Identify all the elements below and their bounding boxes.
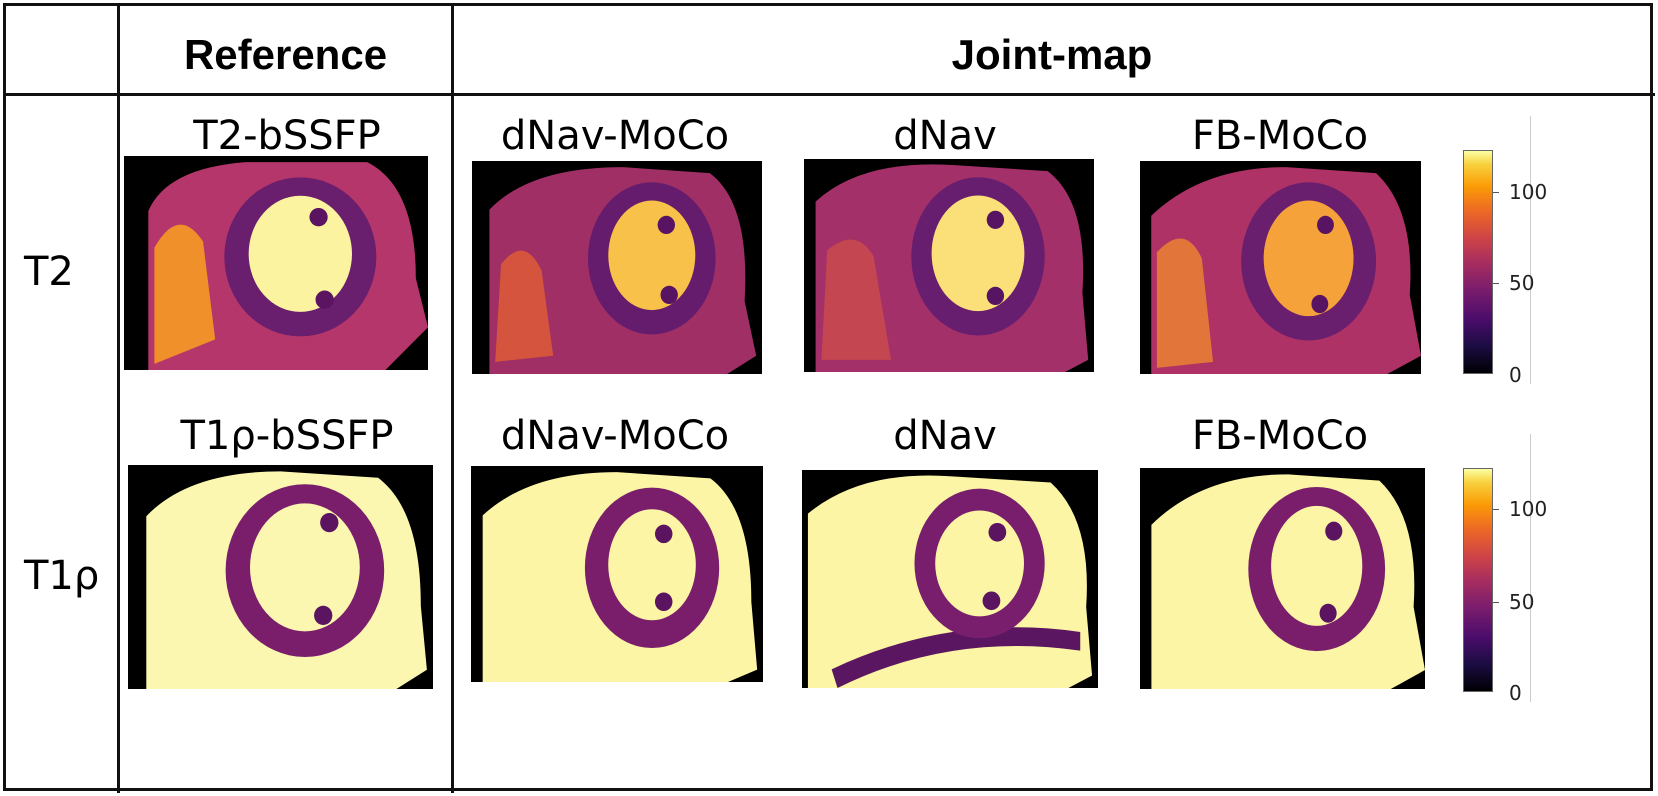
column-divider-2	[451, 3, 454, 793]
map-image	[124, 156, 428, 370]
colorbar-axis	[1530, 116, 1531, 384]
panel-label-dnav-moco: dNav-MoCo	[500, 413, 730, 459]
column-divider-1	[117, 3, 120, 793]
colorbar-tick-label: 0	[1509, 681, 1522, 705]
header-divider	[3, 93, 1655, 96]
colorbar-axis	[1530, 434, 1531, 702]
colorbar-t1rho: 100 50 0	[1463, 468, 1547, 704]
colorbar-tick	[1493, 602, 1499, 603]
map-image	[128, 465, 433, 689]
colorbar-tick	[1493, 192, 1499, 193]
colorbar-tick	[1493, 283, 1499, 284]
map-image	[802, 470, 1098, 688]
panel-label-t2-bssfp: T2-bSSFP	[193, 113, 381, 159]
colorbar-tick-label: 0	[1509, 363, 1522, 387]
colorbar-tick-label: 100	[1509, 180, 1548, 204]
row-label-t1rho: T1ρ	[24, 553, 100, 599]
colorbar-t2: 100 50 0	[1463, 150, 1547, 386]
map-image	[804, 159, 1094, 372]
map-image	[471, 466, 763, 682]
row-label-t2: T2	[24, 249, 74, 295]
header-joint-map: Joint-map	[951, 31, 1153, 78]
map-image	[1140, 468, 1425, 689]
panel-label-dnav-moco: dNav-MoCo	[500, 113, 730, 159]
figure-frame	[3, 3, 1653, 791]
map-image	[1140, 161, 1421, 374]
header-reference: Reference	[183, 31, 388, 78]
colorbar-tick-label: 50	[1509, 271, 1535, 295]
panel-label-dnav: dNav	[893, 113, 997, 159]
panel-label-t1rho-bssfp: T1ρ-bSSFP	[180, 413, 394, 459]
map-image	[472, 161, 762, 374]
colorbar-tick-label: 100	[1509, 497, 1548, 521]
panel-label-dnav: dNav	[893, 413, 997, 459]
colorbar-tick	[1493, 509, 1499, 510]
colorbar-tick-label: 50	[1509, 590, 1535, 614]
panel-label-fb-moco: FB-MoCo	[1191, 413, 1369, 459]
colorbar-gradient	[1463, 468, 1493, 692]
panel-label-fb-moco: FB-MoCo	[1191, 113, 1369, 159]
colorbar-gradient	[1463, 150, 1493, 374]
